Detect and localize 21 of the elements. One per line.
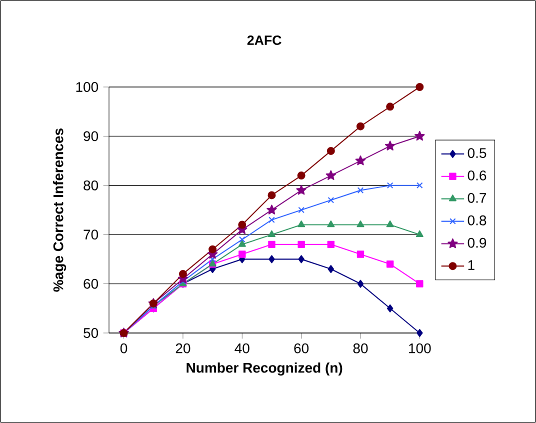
y-tick-label: 60 [84,278,98,289]
chart-title: 2AFC [247,36,282,45]
x-tick-label: 0 [120,343,128,354]
legend-label: 0.9 [468,238,486,248]
legend-label: 0.6 [468,170,486,180]
x-tick-label: 100 [409,343,431,354]
y-axis-title: %age Correct Inferences [52,128,66,292]
y-tick-label: 70 [84,230,98,240]
y-tick-label: 100 [76,82,98,92]
x-axis-title: Number Recognized (n) [186,362,342,376]
x-tick-label: 80 [353,343,368,354]
y-tick-label: 50 [84,328,98,338]
x-tick-label: 40 [234,343,250,354]
x-tick-label: 60 [294,343,309,354]
legend-label: 0.8 [468,215,486,226]
legend-label: 0.7 [468,192,486,203]
y-tick-label: 80 [84,180,98,190]
legend-label: 1 [468,260,474,270]
x-tick-label: 20 [176,343,190,354]
legend-label: 0.5 [468,148,486,158]
y-tick-label: 90 [84,131,98,142]
